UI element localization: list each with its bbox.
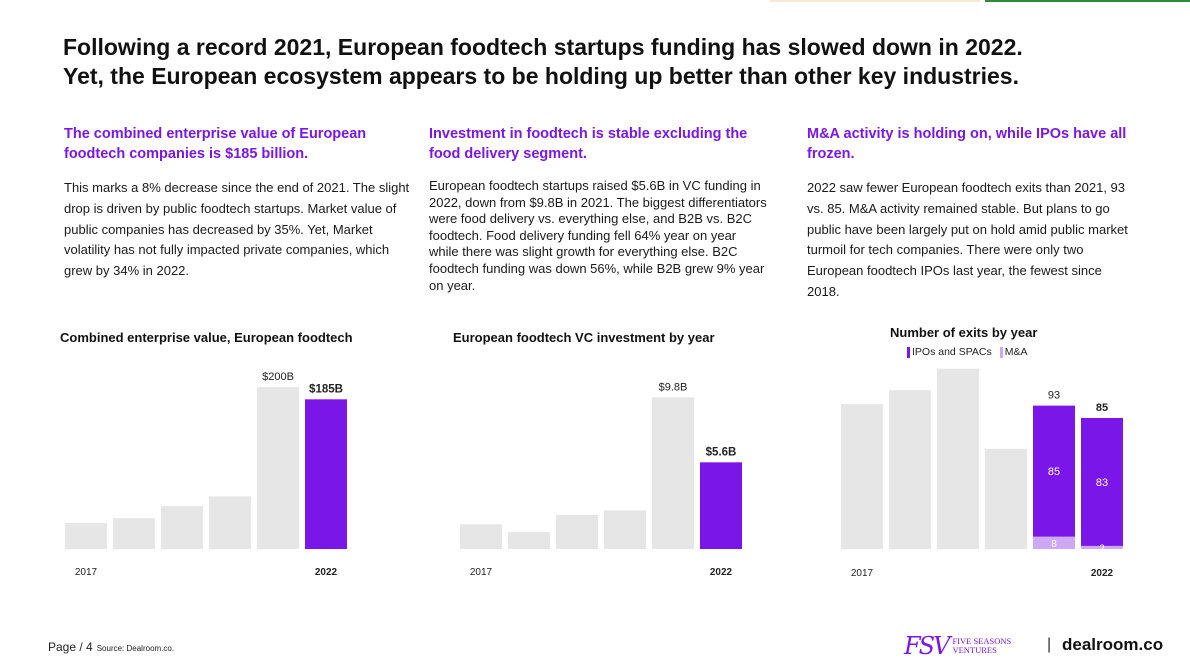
chart-3-total-label-2022: 85 (1096, 402, 1108, 414)
chart-3-bar-ipos-2021 (1033, 536, 1075, 549)
fsv-logo-mark: FSV (904, 632, 950, 660)
chart-3-ma-label-2022: 83 (1096, 477, 1108, 489)
footer-separator: | (1047, 636, 1052, 653)
chart-vc-investment: 2017 $9.8B $5.6B 2022 (460, 381, 742, 578)
column-1-heading: The combined enterprise value of Europea… (64, 126, 367, 162)
chart-2-bar-2017 (460, 524, 502, 549)
chart-3-ma-label-2021: 85 (1048, 466, 1060, 478)
chart-2-data-label-2022: $5.6B (706, 446, 737, 458)
chart-2-bar-2021 (652, 397, 694, 549)
chart-3-bar-2018 (889, 390, 931, 549)
legend-item-ma: M&A (999, 346, 1028, 358)
legend-item-ipos: IPOs and SPACs (907, 346, 992, 358)
fsv-logo-line-2: VENTURES (952, 645, 997, 655)
chart-3-bar-ma-2021 (1033, 405, 1075, 537)
column-1-body: This marks a 8% decrease since the end o… (64, 180, 410, 279)
chart-3-bar-ipos-2022 (1081, 545, 1123, 549)
column-vc-investment: Investment in foodtech is stable excludi… (429, 124, 769, 294)
column-3-heading: M&A activity is holding on, while IPOs h… (807, 126, 1127, 162)
headline-line-2: Yet, the European ecosystem appears to b… (63, 63, 1019, 89)
chart-2-bar-2019 (556, 514, 598, 549)
chart-3-bar-2020 (985, 448, 1027, 549)
chart-3-tick-2022: 2022 (1091, 568, 1114, 579)
chart-3-total-label-2021: 93 (1048, 390, 1060, 402)
chart-exits: 2017 85 8 93 83 2 85 2022 (841, 368, 1123, 579)
legend-label-ipos: IPOs and SPACs (912, 346, 992, 358)
page-number: Page / 4 (48, 640, 93, 654)
chart-2-bar-2018 (508, 531, 550, 549)
chart-1-tick-2022: 2022 (315, 567, 338, 578)
chart-enterprise-value: 2017 $200B $185B 2022 (65, 371, 347, 578)
chart-1-data-label-2022: $185B (309, 383, 343, 395)
column-3-body: 2022 saw fewer European foodtech exits t… (807, 180, 1128, 299)
chart-2-bar-2022 (700, 462, 742, 549)
chart-2-tick-2022: 2022 (710, 567, 733, 578)
chart-3-bar-2017 (841, 404, 883, 549)
chart-3-ipo-label-2021: 8 (1051, 539, 1057, 550)
chart-3-ipo-label-2022: 2 (1099, 543, 1105, 554)
chart-2-title: European foodtech VC investment by year (453, 330, 715, 345)
legend-label-ma: M&A (1004, 346, 1028, 358)
chart-1-bar-2022 (305, 399, 347, 549)
dealroom-logo: dealroom.co (1062, 635, 1164, 654)
chart-1-bar-2021 (257, 387, 299, 549)
fsv-logo-line-1: FIVE SEASONS (952, 636, 1012, 646)
footer-page: Page / 4 Source: Dealroom.co. (48, 640, 174, 654)
chart-2-tick-2017: 2017 (470, 567, 493, 578)
chart-1-bar-2017 (65, 523, 107, 549)
chart-1-data-label-2021: $200B (262, 371, 294, 383)
chart-3-tick-2017: 2017 (851, 568, 874, 579)
chart-1-bar-2018 (113, 518, 155, 549)
chart-2-data-label-2021: $9.8B (659, 381, 688, 393)
top-accent-line-left (770, 0, 980, 2)
column-2-body: European foodtech startups raised $5.6B … (429, 178, 767, 293)
page-headline: Following a record 2021, European foodte… (63, 33, 1153, 91)
five-seasons-logo: FSV FIVE SEASONS VENTURES (904, 632, 1011, 660)
chart-1-bar-2020 (209, 496, 251, 549)
fsv-logo-text: FIVE SEASONS VENTURES (952, 637, 1011, 655)
source-note: Source: Dealroom.co. (96, 644, 175, 653)
column-2-heading: Investment in foodtech is stable excludi… (429, 126, 748, 162)
column-enterprise-value: The combined enterprise value of Europea… (64, 124, 414, 282)
legend-swatch-ipos (907, 346, 910, 358)
chart-3-bar-2019 (937, 368, 979, 549)
legend-swatch-ma (999, 346, 1003, 358)
headline-line-1: Following a record 2021, European foodte… (63, 34, 1023, 60)
chart-2-bar-2020 (604, 510, 646, 549)
top-accent-line-right (985, 0, 1190, 2)
chart-3-bar-ma-2022 (1081, 417, 1123, 546)
chart-1-title: Combined enterprise value, European food… (60, 330, 353, 345)
column-exits: M&A activity is holding on, while IPOs h… (807, 124, 1137, 303)
chart-1-tick-2017: 2017 (75, 567, 98, 578)
chart-3-title: Number of exits by year (890, 325, 1038, 340)
chart-1-bar-2019 (161, 506, 203, 549)
chart-3-legend: IPOs and SPACs M&A (907, 346, 1028, 358)
